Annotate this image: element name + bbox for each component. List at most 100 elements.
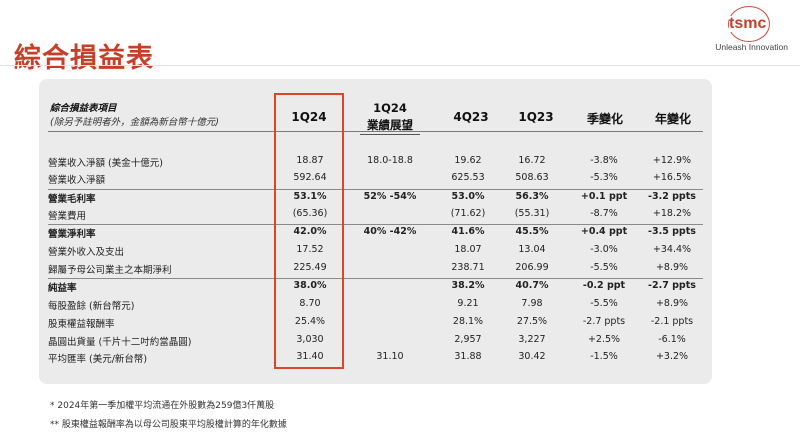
- cell-q423: 625.53: [451, 172, 485, 183]
- col-header-yoy: 年變化: [654, 112, 691, 126]
- cell-q423: 28.1%: [452, 316, 484, 327]
- table-label-title: 綜合損益表項目: [50, 103, 117, 114]
- header-divider: [0, 65, 800, 66]
- cell-q124: 18.87: [296, 155, 324, 166]
- row-label: 股東權益報酬率: [48, 319, 115, 330]
- col-header-guidance-line2: 業績展望: [367, 118, 413, 132]
- cell-q123: 56.3%: [515, 191, 549, 202]
- tsmc-logo: tsmc: [714, 6, 780, 50]
- table-row: 營業收入淨額 592.64 625.53 508.63 -5.3% +16.5%: [48, 172, 703, 187]
- logo-ring-icon: [728, 6, 770, 42]
- cell-q423: 2,957: [454, 334, 482, 345]
- cell-q124: 42.0%: [293, 226, 327, 237]
- cell-qoq: -0.2 ppt: [582, 280, 626, 291]
- cell-q124: 38.0%: [293, 280, 327, 291]
- cell-q124: 17.52: [296, 244, 324, 255]
- cell-q123: 508.63: [515, 172, 549, 183]
- col-header-guidance: 1Q24 業績展望: [355, 100, 425, 134]
- cell-q124: 25.4%: [294, 316, 326, 327]
- cell-guide: 18.0-18.8: [367, 155, 413, 166]
- cell-yoy: +3.2%: [655, 351, 689, 362]
- row-label: 營業外收入及支出: [48, 247, 125, 258]
- cell-qoq: -1.5%: [590, 351, 618, 362]
- cell-yoy: -3.2 ppts: [648, 191, 696, 202]
- cell-q423: 53.0%: [451, 191, 485, 202]
- table-panel: [39, 79, 712, 384]
- table-row: 每股盈餘 (新台幣元) 8.70 9.21 7.98 -5.5% +8.9%: [48, 298, 703, 313]
- col-header-1q24: 1Q24: [291, 110, 327, 124]
- row-label: 每股盈餘 (新台幣元): [48, 301, 135, 312]
- row-label: 營業收入淨額: [48, 175, 106, 186]
- cell-qoq: +0.4 ppt: [580, 226, 628, 237]
- table-label-subtitle: (除另予註明者外，金額為新台幣十億元): [50, 117, 219, 128]
- table-row: 股東權益報酬率 25.4% 28.1% 27.5% -2.7 ppts -2.1 ppts: [48, 316, 703, 331]
- row-label: 營業淨利率: [48, 229, 96, 240]
- cell-q123: 40.7%: [515, 280, 549, 291]
- cell-q123: 13.04: [518, 244, 546, 255]
- cell-qoq: -2.7 ppts: [582, 316, 626, 327]
- logo-tagline: Unleash Innovation: [715, 42, 788, 52]
- col-header-guidance-line1: 1Q24: [373, 101, 407, 115]
- cell-qoq: -3.8%: [590, 155, 618, 166]
- row-label: 晶圓出貨量 (千片十二吋約當晶圓): [48, 337, 192, 348]
- cell-q423: (71.62): [450, 208, 486, 219]
- cell-yoy: -3.5 ppts: [648, 226, 696, 237]
- cell-yoy: +12.9%: [652, 155, 692, 166]
- cell-qoq: -3.0%: [590, 244, 618, 255]
- cell-q123: 206.99: [515, 262, 549, 273]
- cell-qoq: +2.5%: [587, 334, 621, 345]
- cell-guide: 31.10: [376, 351, 404, 362]
- cell-q423: 238.71: [451, 262, 485, 273]
- cell-guide: 40% -42%: [363, 226, 417, 237]
- cell-yoy: +16.5%: [652, 172, 692, 183]
- col-header-1q23: 1Q23: [518, 110, 554, 124]
- cell-q123: (55.31): [514, 208, 550, 219]
- cell-yoy: +34.4%: [652, 244, 692, 255]
- cell-q123: 45.5%: [515, 226, 549, 237]
- cell-q123: 30.42: [518, 351, 546, 362]
- cell-q123: 3,227: [518, 334, 546, 345]
- footnote-1: * 2024年第一季加權平均流通在外股數為259億3仟萬股: [50, 401, 275, 411]
- cell-q423: 38.2%: [451, 280, 485, 291]
- current-quarter-highlight: [274, 93, 344, 369]
- cell-q423: 19.62: [454, 155, 482, 166]
- header-rule: [48, 131, 703, 132]
- row-divider: [48, 224, 703, 225]
- cell-yoy: -6.1%: [658, 334, 686, 345]
- cell-yoy: -2.1 ppts: [650, 316, 694, 327]
- cell-yoy: +8.9%: [655, 298, 689, 309]
- cell-q123: 27.5%: [516, 316, 548, 327]
- row-label: 營業收入淨額 (美金十億元): [48, 158, 163, 169]
- row-label: 純益率: [48, 283, 77, 294]
- cell-q124: 31.40: [296, 351, 324, 362]
- table-row: 營業外收入及支出 17.52 18.07 13.04 -3.0% +34.4%: [48, 244, 703, 259]
- cell-q124: 592.64: [293, 172, 327, 183]
- table-row: 歸屬予母公司業主之本期淨利 225.49 238.71 206.99 -5.5% +8.9…: [48, 262, 703, 277]
- row-label: 平均匯率 (美元/新台幣): [48, 354, 148, 365]
- cell-qoq: +0.1 ppt: [580, 191, 628, 202]
- row-label: 歸屬予母公司業主之本期淨利: [48, 265, 172, 276]
- page-title: 綜合損益表: [14, 43, 154, 74]
- row-label: 營業毛利率: [48, 194, 96, 205]
- cell-q123: 16.72: [518, 155, 546, 166]
- row-divider: [48, 189, 703, 190]
- cell-q423: 31.88: [454, 351, 482, 362]
- cell-yoy: +18.2%: [652, 208, 692, 219]
- cell-q124: 225.49: [293, 262, 327, 273]
- cell-q423: 41.6%: [451, 226, 485, 237]
- cell-q124: 53.1%: [293, 191, 327, 202]
- cell-q123: 7.98: [521, 298, 543, 309]
- cell-yoy: +8.9%: [655, 262, 689, 273]
- table-row: 營業淨利率 42.0% 40% -42% 41.6% 45.5% +0.4 ppt -3.5…: [48, 226, 703, 241]
- cell-q124: (65.36): [292, 208, 328, 219]
- col-header-4q23: 4Q23: [453, 110, 489, 124]
- cell-q124: 3,030: [296, 334, 324, 345]
- cell-q124: 8.70: [299, 298, 321, 309]
- cell-qoq: -5.5%: [590, 262, 618, 273]
- cell-guide: 52% -54%: [363, 191, 417, 202]
- table-row: 純益率 38.0% 38.2% 40.7% -0.2 ppt -2.7 ppts: [48, 280, 703, 295]
- cell-qoq: -5.5%: [590, 298, 618, 309]
- table-row: 晶圓出貨量 (千片十二吋約當晶圓) 3,030 2,957 3,227 +2.5% -6.…: [48, 334, 703, 349]
- cell-q423: 9.21: [457, 298, 479, 309]
- cell-q423: 18.07: [454, 244, 482, 255]
